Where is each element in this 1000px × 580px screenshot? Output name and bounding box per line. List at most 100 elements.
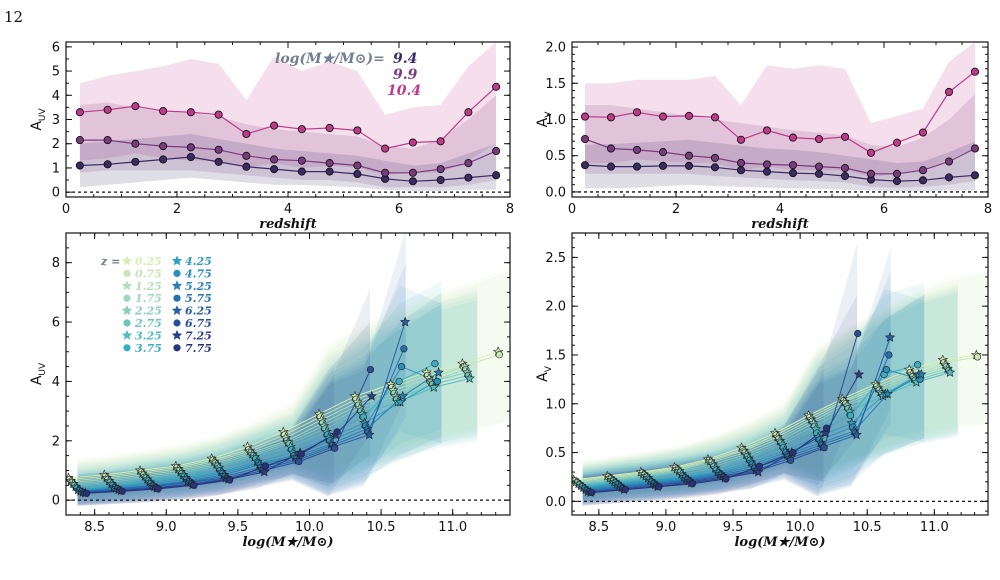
data-point-mass-9.9: [762, 160, 772, 169]
band-z-5.25: [582, 294, 925, 504]
x-axis-label: redshift: [751, 217, 809, 232]
legend-marker-z-3.25: [121, 329, 133, 340]
data-point-z-7.75: [333, 428, 341, 436]
legend-entry-z-4.75: 4.75: [185, 267, 212, 280]
data-point-z-7.75: [297, 450, 305, 458]
data-point-z-7.75: [118, 487, 126, 495]
band-z-4.25: [582, 294, 925, 502]
y-tick-label: 1.5: [545, 348, 566, 363]
legend-marker-z-6.75: [173, 319, 181, 327]
x-tick-label: 10.5: [853, 520, 882, 535]
band-z-6.25: [582, 248, 891, 505]
data-point-z-7.75: [688, 480, 696, 488]
band-z-2.75: [77, 296, 478, 500]
legend-marker-z-5.75: [173, 294, 181, 302]
legend-entry-z-2.75: 2.75: [134, 317, 162, 330]
legend-entry-z-0.75: 0.75: [135, 267, 162, 280]
data-point-mass-9.9: [214, 145, 223, 154]
data-point-mass-10.4: [131, 102, 140, 111]
data-point-z-7.25: [820, 427, 831, 438]
legend-entry-mass-10.4: 10.4: [387, 83, 421, 99]
x-tick-label: 4: [284, 202, 292, 217]
data-point-mass-10.4: [103, 105, 112, 114]
legend-marker-z-4.75: [173, 269, 181, 277]
data-point-z-3.75: [914, 361, 922, 369]
data-point-z-7.75: [722, 475, 730, 483]
legend-entry-mass-9.4: 9.4: [393, 51, 417, 67]
data-point-mass-9.9: [918, 166, 928, 175]
y-tick-label: 2.5: [545, 251, 566, 266]
y-tick-label: 0.0: [545, 185, 566, 200]
y-axis-label-subscript: UV: [38, 107, 48, 121]
data-point-z-7.75: [789, 448, 797, 457]
panel-top-right-av-vs-redshift: 0 2 4 6 8 0.0 0.5 1.0 1.5 2.0 redshift AV: [535, 41, 992, 232]
band-z-3.75: [77, 281, 442, 502]
data-point-mass-9.9: [944, 157, 954, 166]
plot-area: [75, 42, 501, 191]
y-tick-label: 6: [52, 40, 60, 55]
figure-caption: [60, 560, 580, 578]
data-point-mass-10.4: [580, 112, 590, 121]
legend-entry-z-5.75: 5.75: [185, 292, 212, 305]
series-line-z-6.25: [588, 337, 891, 493]
y-axis-label: AV: [535, 111, 554, 128]
data-point-z-3.75: [395, 377, 403, 386]
band-z-3.25: [582, 292, 958, 501]
x-tick-label: 6: [395, 202, 403, 217]
band-z-1.25: [77, 285, 478, 496]
y-tick-label: 2.0: [545, 41, 566, 56]
data-point-mass-9.4: [762, 167, 772, 176]
data-point-z-5.25: [433, 367, 444, 377]
data-point-mass-9.9: [353, 161, 362, 170]
legend-entry-z-7.75: 7.75: [185, 342, 212, 355]
legend-marker-z-0.75: [123, 269, 131, 277]
data-point-mass-10.4: [762, 126, 772, 135]
band-z-4.75: [582, 288, 925, 503]
data-point-z-7.75: [226, 476, 234, 484]
data-point-mass-9.4: [242, 162, 251, 171]
data-point-z-6.25: [851, 429, 862, 440]
data-point-mass-9.9: [658, 148, 668, 157]
data-point-z-5.25: [882, 388, 893, 399]
data-point-mass-10.4: [866, 148, 876, 157]
legend-marker-z-7.25: [171, 329, 183, 340]
y-tick-label: 5: [52, 65, 60, 80]
data-point-mass-9.9: [892, 169, 902, 178]
data-point-z-0.75: [495, 351, 503, 359]
x-tick-label: 9.5: [723, 520, 744, 535]
data-point-mass-9.9: [736, 158, 746, 168]
data-point-mass-9.4: [186, 152, 195, 162]
y-axis-label-main: A: [29, 121, 45, 131]
data-point-mass-9.9: [325, 159, 334, 168]
band-z-7.75: [77, 366, 335, 506]
data-point-mass-9.9: [131, 139, 140, 148]
band-z-5.75: [77, 263, 406, 505]
data-point-z-4.75: [397, 362, 406, 371]
data-point-mass-10.4: [270, 121, 279, 130]
legend-marker-z-5.25: [171, 280, 183, 291]
x-tick-label: 0: [62, 202, 70, 217]
data-point-mass-9.9: [606, 144, 616, 153]
x-tick-label: 2: [672, 202, 680, 217]
plot-area: [580, 42, 980, 192]
data-point-z-3.25: [464, 373, 475, 383]
data-point-mass-9.4: [944, 173, 954, 182]
legend-entry-z-1.25: 1.25: [135, 280, 162, 293]
data-point-z-3.25: [944, 367, 956, 377]
y-tick-label: 0: [52, 186, 60, 201]
data-point-mass-9.4: [436, 175, 445, 185]
x-axis-label: redshift: [259, 217, 317, 232]
data-point-mass-9.9: [103, 136, 112, 145]
data-point-mass-9.4: [159, 155, 168, 164]
legend-entry-z-5.25: 5.25: [185, 280, 212, 293]
data-point-mass-9.4: [892, 177, 902, 186]
data-point-mass-9.4: [684, 161, 694, 170]
data-point-z-4.75: [433, 377, 441, 386]
data-point-z-7.75: [154, 485, 162, 493]
data-point-z-7.25: [366, 390, 377, 401]
data-point-mass-10.4: [436, 137, 445, 146]
y-axis-label: AUV: [29, 107, 48, 130]
data-point-mass-10.4: [75, 108, 84, 117]
data-point-mass-9.9: [242, 151, 251, 160]
data-point-z-6.25: [399, 316, 411, 327]
